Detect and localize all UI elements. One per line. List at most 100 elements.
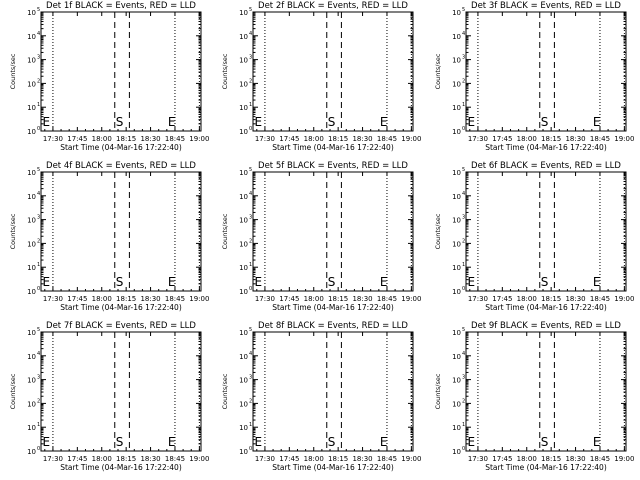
y-tick-exponent: 5	[462, 327, 465, 333]
panel-title: Det 5f BLACK = Events, RED = LLD	[258, 161, 408, 171]
y-tick-exponent: 5	[37, 327, 40, 333]
panel-title: Det 4f BLACK = Events, RED = LLD	[46, 161, 196, 171]
x-tick-label: 18:00	[517, 295, 537, 303]
panel-title: Det 3f BLACK = Events, RED = LLD	[471, 1, 621, 11]
x-tick-label: 18:30	[352, 455, 372, 463]
y-tick-label: 10	[452, 128, 461, 136]
y-axis-label: Counts/sec	[434, 213, 442, 249]
marker-e: E	[468, 435, 476, 449]
detector-panel-6: Det 6f BLACK = Events, RED = LLD 17:30 17:…	[434, 161, 634, 312]
x-tick-label: 17:30	[43, 455, 63, 463]
detector-panel-2: Det 2f BLACK = Events, RED = LLD 17:30 17:…	[221, 1, 421, 152]
y-tick-label: 10	[239, 193, 248, 201]
y-tick-label: 10	[27, 104, 36, 112]
x-tick-label: 18:00	[517, 135, 537, 143]
x-tick-label: 18:00	[92, 295, 112, 303]
x-tick-label: 17:45	[492, 135, 512, 143]
y-tick-label: 10	[239, 104, 248, 112]
y-tick-exponent: 2	[249, 238, 252, 244]
marker-e: E	[255, 115, 263, 129]
y-tick-exponent: 5	[249, 327, 252, 333]
y-tick-exponent: 2	[462, 78, 465, 84]
detector-panel-1: Det 1f BLACK = Events, RED = LLD 17:30 17:…	[9, 1, 209, 152]
y-tick-exponent: 0	[462, 286, 465, 292]
y-tick-exponent: 1	[37, 422, 40, 428]
marker-e: E	[468, 275, 476, 289]
x-tick-label: 18:00	[304, 295, 324, 303]
marker-e: E	[255, 435, 263, 449]
marker-e: E	[43, 275, 51, 289]
x-axis-label: Start Time (04-Mar-16 17:22:40)	[272, 143, 394, 152]
x-tick-label: 18:45	[590, 295, 610, 303]
plot-frame	[252, 11, 414, 132]
plot-frame	[40, 331, 202, 452]
y-tick-exponent: 2	[462, 238, 465, 244]
x-tick-label: 17:45	[279, 135, 299, 143]
x-tick-label: 17:30	[468, 455, 488, 463]
x-tick-label: 18:00	[304, 135, 324, 143]
y-tick-label: 10	[239, 353, 248, 361]
y-tick-label: 10	[239, 400, 248, 408]
detector-panel-3: Det 3f BLACK = Events, RED = LLD 17:30 17:…	[434, 1, 634, 152]
y-tick-label: 10	[452, 329, 461, 337]
x-tick-label: 18:00	[304, 455, 324, 463]
y-tick-exponent: 4	[249, 351, 252, 357]
y-tick-label: 10	[27, 264, 36, 272]
x-tick-label: 17:45	[67, 455, 87, 463]
y-tick-exponent: 3	[249, 375, 252, 381]
y-tick-exponent: 1	[462, 422, 465, 428]
y-axis-label: Counts/sec	[9, 373, 17, 409]
x-tick-label: 17:30	[255, 455, 275, 463]
marker-e: E	[255, 275, 263, 289]
y-tick-exponent: 4	[462, 31, 465, 37]
y-tick-exponent: 4	[37, 191, 40, 197]
y-axis-label: Counts/sec	[434, 373, 442, 409]
y-tick-exponent: 3	[462, 375, 465, 381]
marker-e: E	[593, 115, 601, 129]
y-tick-exponent: 2	[249, 398, 252, 404]
x-tick-label: 17:30	[43, 295, 63, 303]
panel-title: Det 8f BLACK = Events, RED = LLD	[258, 321, 408, 331]
y-tick-exponent: 1	[37, 102, 40, 108]
y-tick-exponent: 0	[37, 446, 40, 452]
y-tick-exponent: 4	[37, 351, 40, 357]
panel-title: Det 7f BLACK = Events, RED = LLD	[46, 321, 196, 331]
y-tick-exponent: 1	[37, 262, 40, 268]
y-tick-label: 10	[452, 377, 461, 385]
x-tick-label: 18:30	[565, 455, 585, 463]
y-tick-exponent: 0	[249, 286, 252, 292]
x-tick-label: 17:30	[468, 295, 488, 303]
y-tick-label: 10	[452, 264, 461, 272]
y-tick-label: 10	[27, 33, 36, 41]
y-tick-label: 10	[27, 329, 36, 337]
x-tick-label: 18:15	[328, 295, 348, 303]
y-axis-label: Counts/sec	[9, 53, 17, 89]
marker-s: S	[541, 115, 549, 129]
y-tick-label: 10	[452, 80, 461, 88]
x-tick-label: 18:00	[517, 455, 537, 463]
y-tick-exponent: 3	[462, 55, 465, 61]
x-tick-label: 18:45	[165, 455, 185, 463]
y-tick-label: 10	[27, 9, 36, 17]
x-tick-label: 18:45	[165, 295, 185, 303]
x-tick-label: 18:45	[377, 295, 397, 303]
x-tick-label: 18:45	[590, 135, 610, 143]
x-tick-label: 18:15	[116, 135, 136, 143]
marker-e: E	[168, 275, 176, 289]
y-axis-label: Counts/sec	[221, 213, 229, 249]
x-tick-label: 18:30	[565, 135, 585, 143]
x-tick-label: 19:00	[614, 295, 634, 303]
y-tick-exponent: 3	[37, 375, 40, 381]
y-tick-exponent: 1	[249, 102, 252, 108]
x-tick-label: 18:45	[590, 455, 610, 463]
x-axis-label: Start Time (04-Mar-16 17:22:40)	[272, 463, 394, 472]
x-axis-label: Start Time (04-Mar-16 17:22:40)	[485, 303, 607, 312]
y-tick-exponent: 5	[37, 7, 40, 13]
x-tick-label: 17:30	[255, 295, 275, 303]
y-tick-label: 10	[452, 424, 461, 432]
plot-frame	[465, 331, 627, 452]
marker-s: S	[541, 435, 549, 449]
y-tick-exponent: 0	[249, 126, 252, 132]
y-tick-label: 10	[27, 448, 36, 456]
y-tick-label: 10	[452, 400, 461, 408]
